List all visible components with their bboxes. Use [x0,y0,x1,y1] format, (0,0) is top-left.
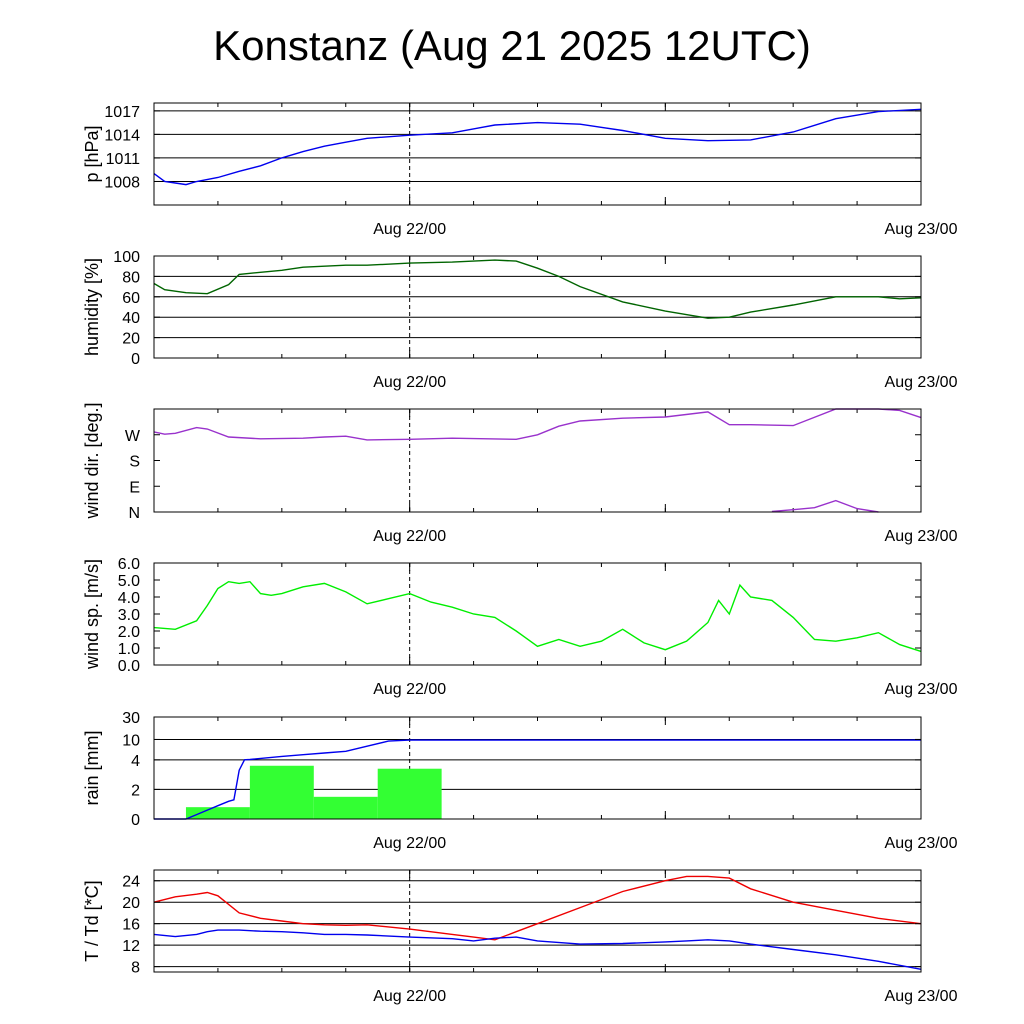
plot-frame [153,869,922,973]
series-line-wrapped [771,499,879,513]
series-line-0 [153,108,922,186]
y-axis-label: wind dir. [deg.] [82,402,102,519]
x-tick-label: Aug 22/00 [373,528,446,545]
y-tick-label: 40 [122,310,140,327]
rain-bar [249,765,314,819]
y-tick-label: 1.0 [118,641,140,658]
series-line-0 [153,259,922,319]
y-tick-label: 24 [122,874,140,891]
x-tick-label: Aug 22/00 [373,681,446,698]
series-line-0 [153,408,922,441]
y-tick-label: 2 [131,782,140,799]
y-tick-label: N [128,505,140,522]
y-tick-label: 12 [122,938,140,955]
plot-frame [153,255,922,359]
y-axis-label: p [hPa] [82,125,102,182]
y-tick-label: 60 [122,290,140,307]
plot-frame [153,102,922,206]
rain-bar [313,796,378,819]
y-tick-label: 8 [131,960,140,977]
plot-frame [153,716,922,820]
y-tick-label: 16 [122,917,140,934]
x-tick-label: Aug 22/00 [373,374,446,391]
y-tick-label: 20 [122,331,140,348]
x-tick-label: Aug 23/00 [885,221,958,238]
y-tick-label: 100 [113,249,140,266]
x-tick-label: Aug 23/00 [885,835,958,852]
y-axis-label: T / Td [*C] [82,880,102,961]
plot-frame [153,408,922,513]
chart-title: Konstanz (Aug 21 2025 12UTC) [213,22,811,69]
y-tick-label: 10 [122,732,140,749]
y-tick-label: 2.0 [118,624,140,641]
series-line-0 [153,580,922,653]
y-tick-label: 20 [122,895,140,912]
y-axis-label: humidity [%] [82,258,102,356]
series-line-0 [153,875,922,941]
x-tick-label: Aug 23/00 [885,374,958,391]
y-tick-label: 3.0 [118,607,140,624]
y-tick-label: E [129,479,140,496]
series-line-0 [154,739,921,820]
x-tick-label: Aug 22/00 [373,221,446,238]
y-axis-label: rain [mm] [82,730,102,805]
plot-frame [153,562,922,666]
y-tick-label: 4.0 [118,590,140,607]
series-line-1 [153,929,922,970]
y-tick-label: 80 [122,269,140,286]
y-tick-label: 0 [131,812,140,829]
x-tick-label: Aug 22/00 [373,835,446,852]
x-tick-label: Aug 23/00 [885,528,958,545]
y-tick-label: 1008 [104,174,140,191]
y-tick-label: 1014 [104,127,140,144]
y-tick-label: 0.0 [118,658,140,675]
y-axis-label: wind sp. [m/s] [82,559,102,670]
y-tick-label: S [129,454,140,471]
x-tick-label: Aug 23/00 [885,988,958,1005]
x-tick-label: Aug 23/00 [885,681,958,698]
y-tick-label: 30 [122,710,140,727]
y-tick-label: 6.0 [118,556,140,573]
y-tick-label: 4 [131,753,140,770]
rain-bar [185,807,250,819]
rain-bar [377,768,442,819]
y-tick-label: 5.0 [118,573,140,590]
y-tick-label: 1011 [106,151,141,168]
y-tick-label: 1017 [104,104,140,121]
y-tick-label: 0 [131,351,140,368]
x-tick-label: Aug 22/00 [373,988,446,1005]
y-tick-label: W [125,428,141,445]
